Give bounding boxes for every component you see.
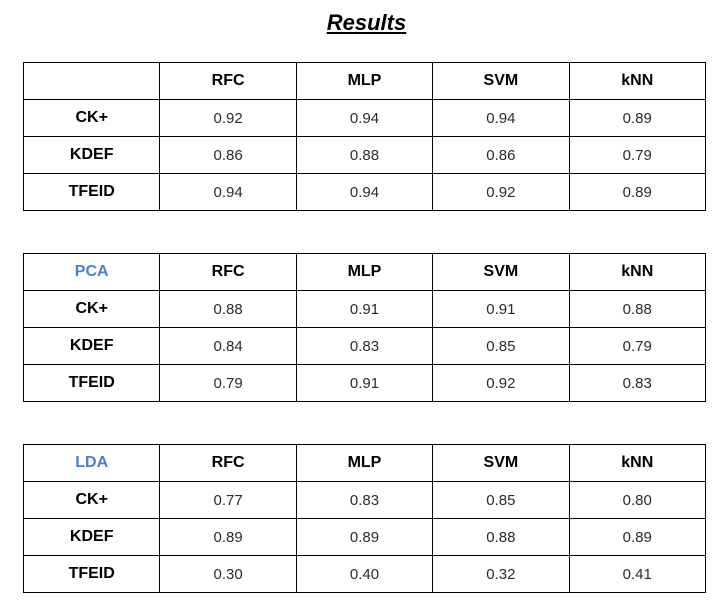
- score-cell: 0.94: [432, 99, 570, 137]
- score-cell: 0.88: [159, 290, 297, 328]
- row-label: CK+: [22, 99, 161, 137]
- score-cell: 0.92: [432, 364, 570, 402]
- score-cell: 0.83: [295, 481, 434, 519]
- row-label: TFEID: [22, 173, 161, 211]
- column-header-rfc: RFC: [159, 253, 297, 291]
- score-cell: 0.30: [159, 555, 297, 593]
- score-cell: 0.94: [295, 99, 434, 137]
- results-table-pca: PCA RFC MLP SVM kNN CK+ 0.88 0.91 0.91 0…: [22, 253, 707, 402]
- score-cell: 0.79: [568, 327, 707, 365]
- row-label: KDEF: [22, 518, 161, 556]
- score-cell: 0.80: [568, 481, 707, 519]
- column-header-mlp: MLP: [295, 62, 434, 100]
- row-label: KDEF: [22, 327, 161, 365]
- score-cell: 0.86: [432, 136, 570, 174]
- method-label: LDA: [22, 444, 161, 482]
- column-header-svm: SVM: [432, 253, 570, 291]
- score-cell: 0.91: [295, 290, 434, 328]
- results-table-baseline: RFC MLP SVM kNN CK+ 0.92 0.94 0.94 0.89 …: [22, 62, 707, 211]
- score-cell: 0.88: [295, 136, 434, 174]
- row-label: KDEF: [22, 136, 161, 174]
- table-row: KDEF 0.89 0.89 0.88 0.89: [22, 518, 707, 556]
- score-cell: 0.91: [295, 364, 434, 402]
- table-row: KDEF 0.86 0.88 0.86 0.79: [22, 136, 707, 174]
- table-row: TFEID 0.94 0.94 0.92 0.89: [22, 173, 707, 211]
- method-label: [22, 62, 161, 100]
- row-label: TFEID: [22, 364, 161, 402]
- score-cell: 0.83: [295, 327, 434, 365]
- results-table-lda: LDA RFC MLP SVM kNN CK+ 0.77 0.83 0.85 0…: [22, 444, 707, 593]
- score-cell: 0.85: [432, 327, 570, 365]
- score-cell: 0.94: [295, 173, 434, 211]
- page-title: Results: [326, 10, 407, 35]
- score-cell: 0.92: [159, 99, 297, 137]
- score-cell: 0.89: [568, 518, 707, 556]
- header-row: LDA RFC MLP SVM kNN: [22, 444, 707, 482]
- column-header-svm: SVM: [432, 62, 570, 100]
- score-cell: 0.32: [432, 555, 570, 593]
- column-header-knn: kNN: [568, 444, 707, 482]
- score-cell: 0.40: [295, 555, 434, 593]
- score-cell: 0.86: [159, 136, 297, 174]
- method-label: PCA: [22, 253, 161, 291]
- column-header-rfc: RFC: [159, 444, 297, 482]
- table-row: TFEID 0.30 0.40 0.32 0.41: [22, 555, 707, 593]
- score-cell: 0.88: [568, 290, 707, 328]
- table-row: KDEF 0.84 0.83 0.85 0.79: [22, 327, 707, 365]
- score-cell: 0.89: [159, 518, 297, 556]
- score-cell: 0.41: [568, 555, 707, 593]
- column-header-svm: SVM: [432, 444, 570, 482]
- score-cell: 0.92: [432, 173, 570, 211]
- score-cell: 0.85: [432, 481, 570, 519]
- score-cell: 0.79: [568, 136, 707, 174]
- table-row: TFEID 0.79 0.91 0.92 0.83: [22, 364, 707, 402]
- column-header-knn: kNN: [568, 253, 707, 291]
- header-row: PCA RFC MLP SVM kNN: [22, 253, 707, 291]
- table-row: CK+ 0.92 0.94 0.94 0.89: [22, 99, 707, 137]
- table-row: CK+ 0.88 0.91 0.91 0.88: [22, 290, 707, 328]
- score-cell: 0.83: [568, 364, 707, 402]
- column-header-rfc: RFC: [159, 62, 297, 100]
- column-header-mlp: MLP: [295, 444, 434, 482]
- row-label: CK+: [22, 290, 161, 328]
- score-cell: 0.77: [159, 481, 297, 519]
- column-header-knn: kNN: [568, 62, 707, 100]
- header-row: RFC MLP SVM kNN: [22, 62, 707, 100]
- row-label: TFEID: [22, 555, 161, 593]
- score-cell: 0.89: [568, 173, 707, 211]
- column-header-mlp: MLP: [295, 253, 434, 291]
- score-cell: 0.91: [432, 290, 570, 328]
- row-label: CK+: [22, 481, 161, 519]
- score-cell: 0.79: [159, 364, 297, 402]
- score-cell: 0.88: [432, 518, 570, 556]
- score-cell: 0.94: [159, 173, 297, 211]
- score-cell: 0.89: [295, 518, 434, 556]
- score-cell: 0.89: [568, 99, 707, 137]
- table-row: CK+ 0.77 0.83 0.85 0.80: [22, 481, 707, 519]
- score-cell: 0.84: [159, 327, 297, 365]
